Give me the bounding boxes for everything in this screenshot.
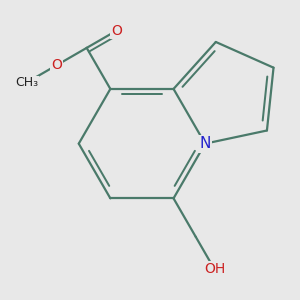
Text: CH₃: CH₃ [15,76,38,89]
Text: OH: OH [204,262,225,277]
Text: O: O [111,23,122,38]
Text: O: O [51,58,62,72]
Text: N: N [200,136,211,151]
